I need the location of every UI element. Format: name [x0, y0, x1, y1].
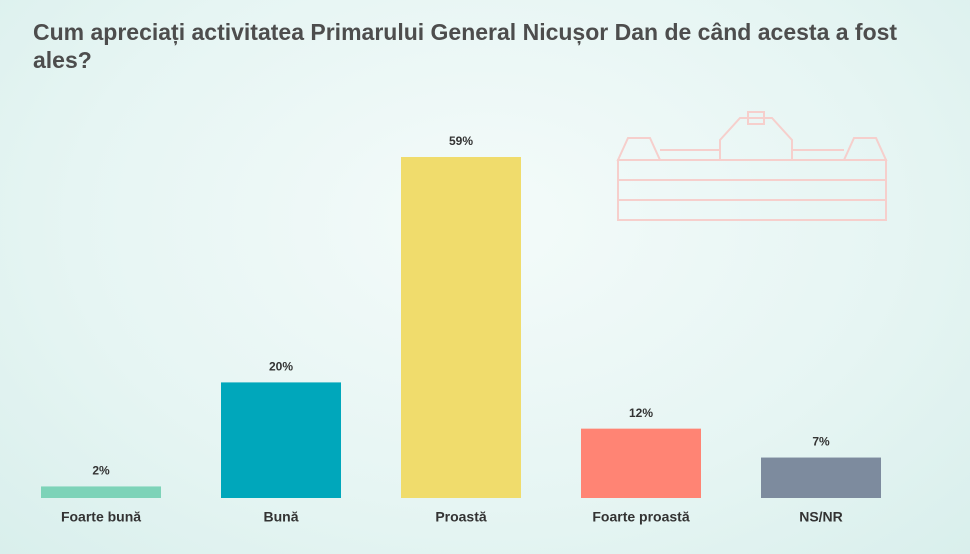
bar	[581, 428, 701, 498]
value-label: 59%	[449, 134, 473, 148]
x-tick-label: Foarte bună	[61, 509, 141, 525]
bar	[401, 157, 521, 498]
value-label: 12%	[629, 406, 653, 420]
x-tick-label: Bună	[264, 509, 299, 525]
value-label: 2%	[92, 464, 110, 478]
x-tick-label: NS/NR	[799, 509, 843, 525]
bar	[221, 382, 341, 498]
bar	[761, 457, 881, 498]
x-tick-label: Foarte proastă	[592, 509, 689, 525]
bar	[41, 486, 161, 498]
x-tick-label: Proastă	[435, 509, 487, 525]
value-label: 7%	[812, 435, 830, 449]
chart-title: Cum apreciați activitatea Primarului Gen…	[33, 19, 898, 73]
value-label: 20%	[269, 360, 293, 374]
building-decoration	[616, 111, 888, 221]
